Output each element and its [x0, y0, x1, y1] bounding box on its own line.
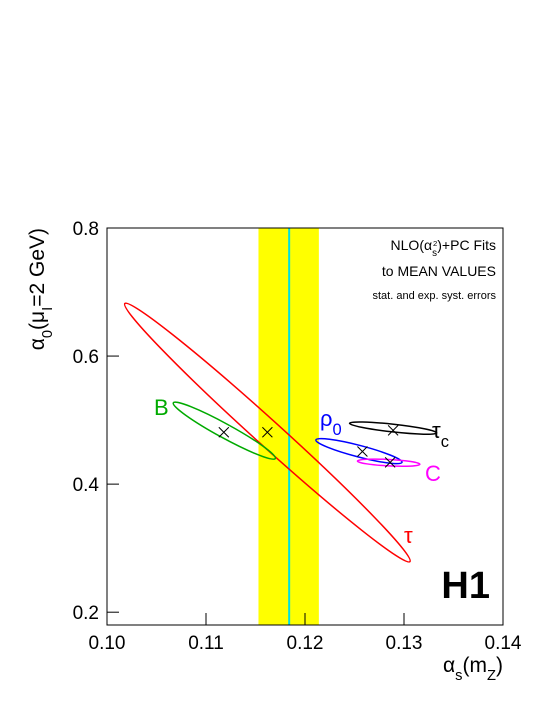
y-tick-label: 0.2 — [73, 603, 99, 624]
label-part: α — [26, 338, 49, 350]
ellipse — [172, 401, 277, 460]
label-part: NLO(α — [391, 237, 433, 253]
y-tick-label: 0.6 — [73, 347, 99, 368]
logo: H1 — [441, 565, 490, 607]
label-part: 0 — [333, 421, 342, 439]
label-part: c — [441, 433, 449, 451]
y-axis-label: α0(μI=2 GeV) — [26, 228, 56, 350]
label-part: I — [40, 307, 56, 311]
y-tick-label: 0.8 — [73, 219, 99, 240]
label-part: α — [443, 654, 455, 677]
ellipse-label: τc — [432, 418, 449, 451]
marker — [387, 424, 399, 436]
x-tick-label: 0.12 — [287, 633, 324, 654]
x-tick-label: 0.10 — [89, 633, 126, 654]
marker — [218, 426, 230, 438]
ellipse-label: τ — [404, 523, 413, 548]
marker — [384, 457, 396, 468]
label-part: =2 GeV) — [26, 228, 49, 307]
ellipse-label: ρ0 — [320, 406, 342, 439]
label-part: )+PC Fits — [437, 237, 496, 253]
x-tick-label: 0.13 — [386, 633, 423, 654]
label-part: (μ — [26, 311, 49, 330]
label-part: 2 — [433, 239, 437, 248]
label-part: B — [154, 395, 169, 420]
label-part: ) — [496, 654, 503, 677]
x-axis-label: αs(mZ) — [443, 654, 503, 684]
ellipse — [123, 302, 411, 563]
label-part: ρ — [320, 406, 333, 431]
label-part: 0 — [40, 330, 56, 338]
label-part: C — [425, 461, 441, 486]
x-tick-label: 0.14 — [485, 633, 522, 654]
ellipse — [356, 458, 421, 468]
label-part: τ — [404, 523, 413, 548]
annotation: NLO(αs2)+PC Fits — [391, 237, 496, 259]
y-tick-label: 0.4 — [73, 475, 100, 496]
label-part: s — [432, 248, 437, 259]
x-tick-label: 0.11 — [188, 633, 224, 654]
marker — [357, 446, 368, 457]
label-part: τ — [432, 418, 441, 443]
label-part: (m — [463, 654, 488, 677]
ellipse-label: B — [154, 395, 169, 420]
ellipse — [348, 421, 438, 435]
ellipse-label: C — [425, 461, 441, 486]
ellipse — [315, 437, 403, 465]
marker — [262, 426, 273, 438]
annotation: to MEAN VALUES — [382, 263, 496, 279]
label-part: Z — [487, 668, 496, 684]
label-part: s — [455, 668, 462, 684]
annotation: stat. and exp. syst. errors — [373, 290, 497, 302]
